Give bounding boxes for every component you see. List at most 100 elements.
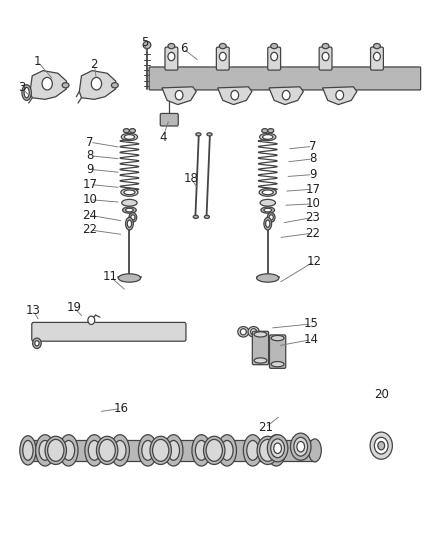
Polygon shape: [80, 71, 116, 99]
Text: 2: 2: [90, 58, 98, 71]
Ellipse shape: [262, 128, 268, 133]
Text: 18: 18: [184, 172, 198, 185]
Ellipse shape: [267, 435, 286, 466]
Ellipse shape: [142, 440, 154, 461]
Text: 11: 11: [103, 270, 118, 284]
Ellipse shape: [248, 327, 259, 337]
Ellipse shape: [257, 274, 279, 282]
Circle shape: [231, 91, 239, 100]
Ellipse shape: [263, 135, 273, 139]
Circle shape: [267, 213, 275, 222]
Ellipse shape: [125, 208, 133, 212]
Ellipse shape: [271, 439, 284, 458]
Ellipse shape: [121, 188, 138, 196]
FancyBboxPatch shape: [268, 47, 281, 70]
FancyBboxPatch shape: [165, 47, 178, 70]
Circle shape: [35, 341, 39, 346]
Ellipse shape: [207, 133, 212, 136]
Text: 7: 7: [86, 136, 94, 149]
Text: 19: 19: [66, 301, 81, 314]
Ellipse shape: [322, 44, 329, 49]
Ellipse shape: [59, 435, 78, 466]
Text: 5: 5: [141, 36, 149, 50]
Text: 3: 3: [18, 82, 25, 94]
Ellipse shape: [153, 439, 169, 462]
FancyBboxPatch shape: [371, 47, 383, 70]
Text: 16: 16: [113, 402, 128, 415]
Ellipse shape: [48, 439, 64, 462]
Polygon shape: [30, 71, 66, 99]
FancyBboxPatch shape: [149, 67, 421, 90]
Ellipse shape: [259, 188, 276, 196]
Text: 22: 22: [305, 227, 320, 239]
Circle shape: [374, 52, 380, 61]
Circle shape: [129, 213, 137, 222]
Ellipse shape: [274, 443, 281, 454]
Ellipse shape: [125, 217, 133, 230]
Circle shape: [168, 52, 175, 61]
Text: 23: 23: [305, 211, 320, 224]
Ellipse shape: [111, 83, 118, 88]
Ellipse shape: [264, 217, 272, 230]
Ellipse shape: [374, 44, 380, 49]
Ellipse shape: [204, 436, 225, 464]
Ellipse shape: [294, 437, 308, 456]
Ellipse shape: [45, 436, 66, 464]
Ellipse shape: [267, 435, 288, 462]
FancyBboxPatch shape: [270, 335, 286, 368]
Ellipse shape: [127, 220, 132, 228]
Text: 6: 6: [180, 42, 187, 55]
Ellipse shape: [114, 440, 126, 461]
Polygon shape: [162, 87, 196, 104]
Polygon shape: [323, 87, 357, 104]
Circle shape: [269, 215, 273, 220]
Text: 12: 12: [307, 255, 322, 268]
Ellipse shape: [36, 435, 55, 466]
Circle shape: [370, 432, 392, 459]
Ellipse shape: [291, 433, 311, 461]
Ellipse shape: [22, 85, 31, 100]
Text: 7: 7: [309, 140, 316, 153]
Ellipse shape: [271, 361, 284, 367]
Text: 22: 22: [83, 223, 97, 237]
FancyBboxPatch shape: [160, 114, 178, 126]
Circle shape: [282, 91, 290, 100]
Ellipse shape: [262, 190, 273, 195]
Ellipse shape: [124, 190, 135, 195]
FancyBboxPatch shape: [32, 322, 186, 341]
Ellipse shape: [254, 332, 267, 337]
Ellipse shape: [139, 435, 157, 466]
Ellipse shape: [20, 436, 36, 465]
Ellipse shape: [297, 441, 305, 452]
Circle shape: [375, 437, 388, 454]
Ellipse shape: [271, 335, 284, 341]
Ellipse shape: [97, 436, 118, 464]
Text: 21: 21: [258, 421, 273, 434]
Text: 10: 10: [305, 197, 320, 211]
Circle shape: [271, 52, 277, 61]
Ellipse shape: [118, 274, 141, 282]
Ellipse shape: [121, 133, 138, 141]
Ellipse shape: [271, 44, 277, 49]
Text: 9: 9: [86, 163, 94, 176]
Text: 8: 8: [87, 149, 94, 162]
Ellipse shape: [238, 327, 249, 337]
Ellipse shape: [164, 435, 183, 466]
FancyBboxPatch shape: [252, 332, 269, 365]
Ellipse shape: [62, 83, 69, 88]
Text: 13: 13: [26, 304, 41, 317]
Ellipse shape: [260, 133, 276, 141]
Circle shape: [91, 77, 101, 90]
Ellipse shape: [196, 133, 201, 136]
Ellipse shape: [271, 440, 282, 461]
Ellipse shape: [124, 135, 135, 139]
Circle shape: [131, 215, 135, 220]
Ellipse shape: [268, 128, 274, 133]
Polygon shape: [269, 87, 303, 104]
Ellipse shape: [266, 220, 270, 228]
Ellipse shape: [88, 440, 101, 461]
Ellipse shape: [143, 42, 151, 49]
Text: 17: 17: [305, 183, 320, 196]
Circle shape: [33, 338, 41, 349]
Ellipse shape: [123, 128, 129, 133]
